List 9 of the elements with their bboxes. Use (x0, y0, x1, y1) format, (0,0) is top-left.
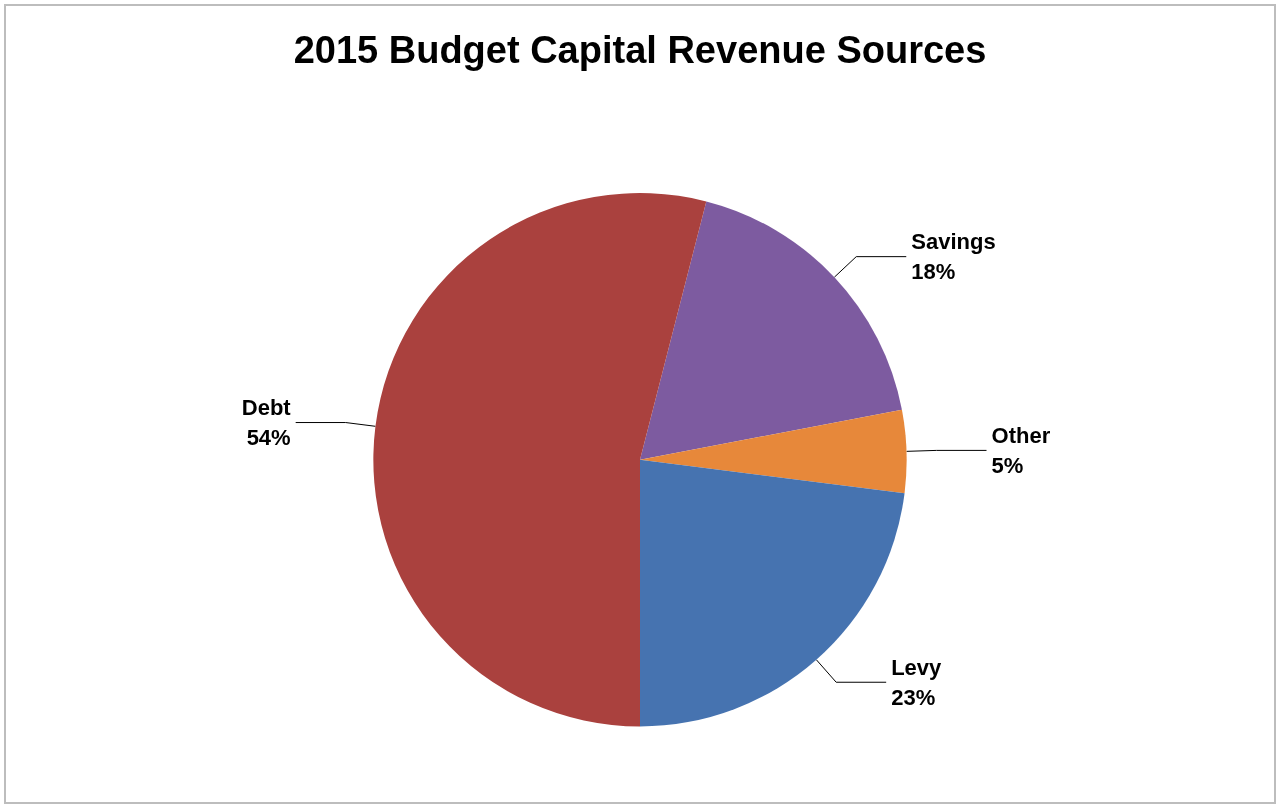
data-label: 54% (246, 425, 291, 451)
data-label: 23% (891, 684, 936, 710)
slice-label: Savings (911, 229, 996, 255)
slice-label: Other (991, 422, 1051, 448)
slice-label: Debt (241, 395, 292, 421)
data-label: 5% (991, 452, 1024, 478)
slice-label: Levy (891, 654, 943, 680)
chart-title: 2015 Budget Capital Revenue Sources (293, 29, 987, 71)
data-label: 18% (911, 259, 956, 285)
